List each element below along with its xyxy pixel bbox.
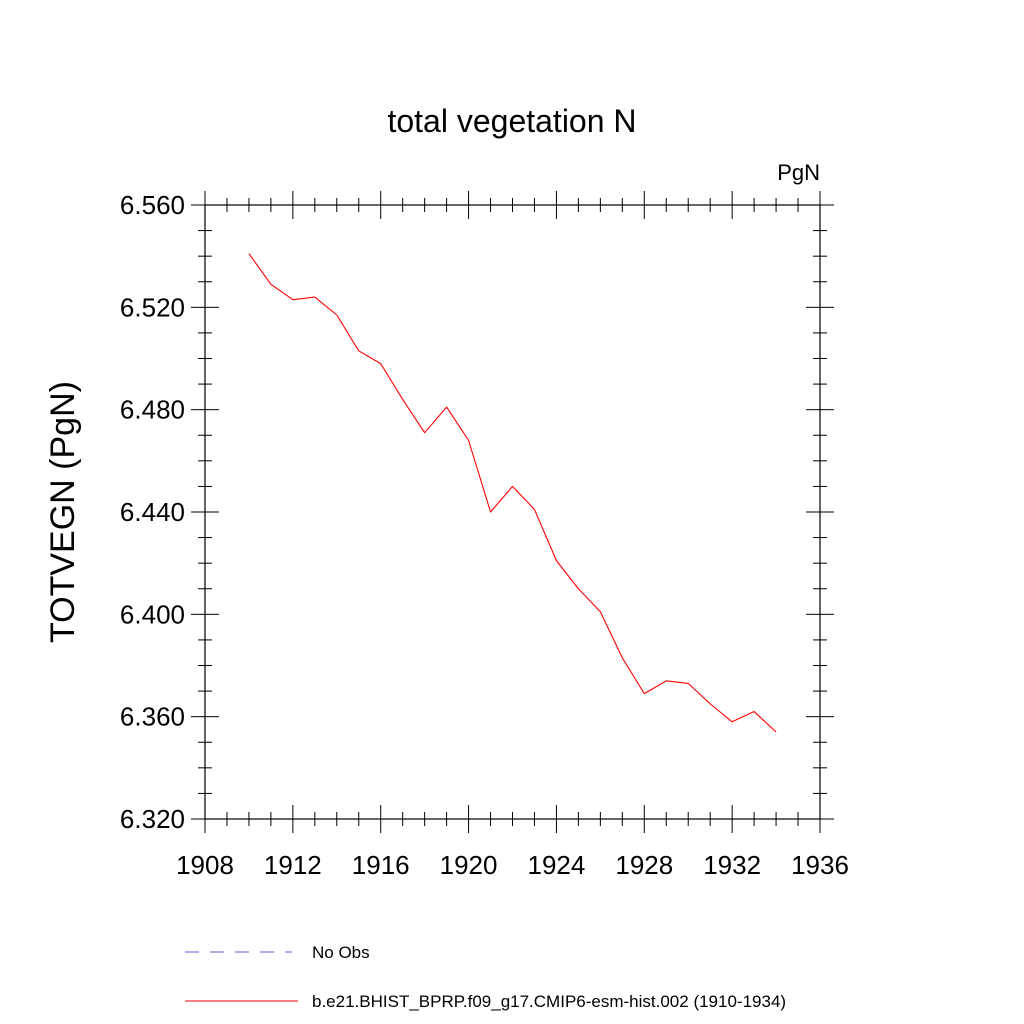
y-tick-label: 6.360 (120, 702, 185, 732)
series-line-model (248, 253, 777, 733)
x-tick-label: 1928 (615, 850, 673, 880)
y-tick-label: 6.400 (120, 599, 185, 629)
x-tick-label: 1912 (264, 850, 322, 880)
x-tick-label: 1936 (791, 850, 849, 880)
x-tick-label: 1916 (352, 850, 410, 880)
y-tick-label: 6.320 (120, 804, 185, 834)
x-tick-label: 1908 (176, 850, 234, 880)
y-axis: 6.320 6.360 6.400 6.440 6.480 6.520 6.560 (120, 190, 834, 834)
x-tick-label: 1920 (440, 850, 498, 880)
x-axis: 1908 1912 1916 1920 1924 1928 1932 1936 (176, 191, 849, 880)
legend-label-no-obs: No Obs (312, 943, 370, 962)
plot-frame (204, 204, 821, 820)
x-tick-label: 1924 (528, 850, 586, 880)
legend-label-model: b.e21.BHIST_BPRP.f09_g17.CMIP6-esm-hist.… (312, 992, 786, 1011)
y-tick-label: 6.480 (120, 395, 185, 425)
chart-title: total vegetation N (387, 103, 636, 139)
y-tick-label: 6.440 (120, 497, 185, 527)
y-axis-label: TOTVEGN (PgN) (44, 381, 82, 643)
y-tick-label: 6.520 (120, 292, 185, 322)
units-label: PgN (777, 160, 820, 185)
y-tick-label: 6.560 (120, 190, 185, 220)
x-tick-label: 1932 (703, 850, 761, 880)
legend: No Obs b.e21.BHIST_BPRP.f09_g17.CMIP6-es… (185, 943, 786, 1011)
series-layer (248, 253, 777, 733)
